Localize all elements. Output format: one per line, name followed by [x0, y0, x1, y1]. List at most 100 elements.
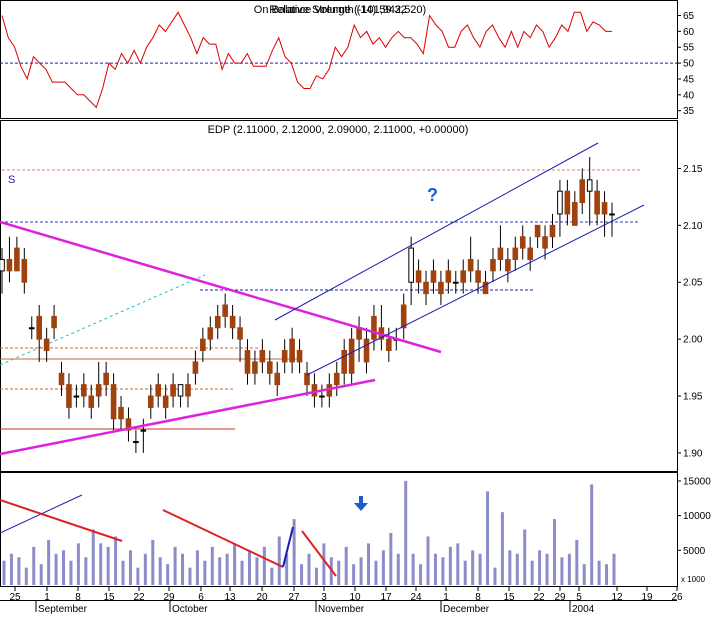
price-tick-label: 2.00 [683, 335, 703, 346]
volume-bar [478, 553, 482, 585]
x-tick-label: 1 [44, 592, 50, 603]
candle-down [229, 315, 236, 329]
rsi-tick-label: 55 [683, 43, 695, 54]
candle-down [400, 304, 407, 329]
candle-down [564, 190, 571, 215]
volume-bar [32, 546, 36, 585]
volume-bar [84, 557, 88, 585]
volume-bars [2, 480, 616, 585]
volume-bar [486, 491, 490, 585]
candle-down [341, 350, 347, 374]
candle-down [147, 395, 154, 408]
volume-bar [344, 546, 348, 585]
volume-bar [560, 557, 564, 585]
candle-up [177, 384, 184, 397]
candle-down [348, 338, 355, 374]
candle-down [490, 258, 496, 272]
x-tick-label: 25 [9, 592, 21, 603]
candle-down [363, 338, 370, 363]
candle-down [594, 190, 600, 215]
candle-down [311, 384, 318, 397]
candle-down [110, 384, 117, 420]
volume-bar [545, 553, 549, 585]
volume-bar [419, 564, 423, 585]
candle-down [274, 372, 281, 386]
volume-bar [62, 550, 66, 585]
candle-down [21, 258, 28, 283]
volume-bar [307, 553, 311, 585]
volume-bar [352, 564, 356, 585]
candle-down [155, 384, 162, 397]
rsi-tick-label: 50 [683, 59, 695, 70]
x-tick-label: 22 [133, 592, 145, 603]
volume-bar [270, 567, 274, 585]
price-title: EDP (2.11000, 2.12000, 2.09000, 2.11000,… [208, 124, 469, 136]
volume-bar [181, 553, 185, 585]
volume-bar [337, 560, 341, 585]
volume-bar [76, 543, 80, 585]
x-tick-label: 8 [75, 592, 81, 603]
volume-bar [456, 543, 460, 585]
x-tick-label: 17 [380, 592, 392, 603]
volume-bar [389, 532, 393, 585]
volume-bar [590, 484, 594, 585]
rsi-line [1, 11, 612, 109]
volume-bar [2, 560, 6, 585]
month-label: November [318, 604, 365, 615]
volume-bar [582, 564, 586, 585]
volume-bar [225, 553, 229, 585]
ascending-trendline [0, 378, 376, 456]
volume-bar [277, 536, 281, 585]
candle-down [185, 384, 191, 397]
volume-bar [523, 529, 527, 585]
candle-down [549, 224, 556, 238]
x-tick-label: 24 [410, 592, 422, 603]
candle-up [609, 213, 615, 216]
candle-down [281, 350, 288, 363]
x-tick-label: 10 [349, 592, 361, 603]
volume-bar [300, 564, 304, 585]
volume-trendlines [0, 494, 337, 577]
volume-bar [233, 543, 237, 585]
volume-bar [605, 564, 609, 585]
price-panel: EDP (2.11000, 2.12000, 2.09000, 2.11000,… [0, 120, 703, 472]
rsi-tick-label: 35 [683, 106, 695, 117]
volume-tick-label: 5000 [683, 546, 706, 557]
rsi-tick-label: 40 [683, 90, 695, 101]
volume-bar [151, 539, 155, 585]
candle-down [482, 281, 489, 295]
volume-bar [54, 553, 58, 585]
x-tick-label: 1 [443, 592, 449, 603]
volume-bar [24, 567, 28, 585]
candle-down [467, 258, 474, 272]
volume-bar [396, 553, 400, 585]
volume-bar [322, 543, 326, 585]
candle-down [118, 406, 124, 420]
volume-tick-label: 10000 [683, 511, 711, 522]
x-tick-label: 27 [288, 592, 300, 603]
rsi-title: Relative Strength (14) 59.32 [269, 4, 407, 16]
candle-down [162, 395, 169, 408]
x-tick-label: 26 [671, 592, 683, 603]
price-tick-label: 2.15 [683, 164, 703, 175]
candle-down [81, 384, 87, 397]
price-tick-label: 1.90 [683, 448, 703, 459]
volume-bar [448, 546, 452, 585]
month-label: September [38, 604, 88, 615]
volume-bar [69, 560, 73, 585]
volume-bar [493, 567, 497, 585]
candle-down [170, 384, 176, 397]
volume-bar [292, 519, 296, 585]
candle-down [527, 247, 533, 260]
x-tick-label: 19 [641, 592, 653, 603]
candle-up [557, 190, 563, 215]
candle-down [445, 270, 452, 283]
candle-down [14, 247, 20, 272]
volume-bar [91, 529, 95, 585]
volume-bar [575, 539, 579, 585]
volume-bar [381, 550, 385, 585]
annotation-question: ? [427, 185, 438, 205]
x-tick-label: 5 [576, 592, 582, 603]
volume-bar [17, 557, 21, 585]
